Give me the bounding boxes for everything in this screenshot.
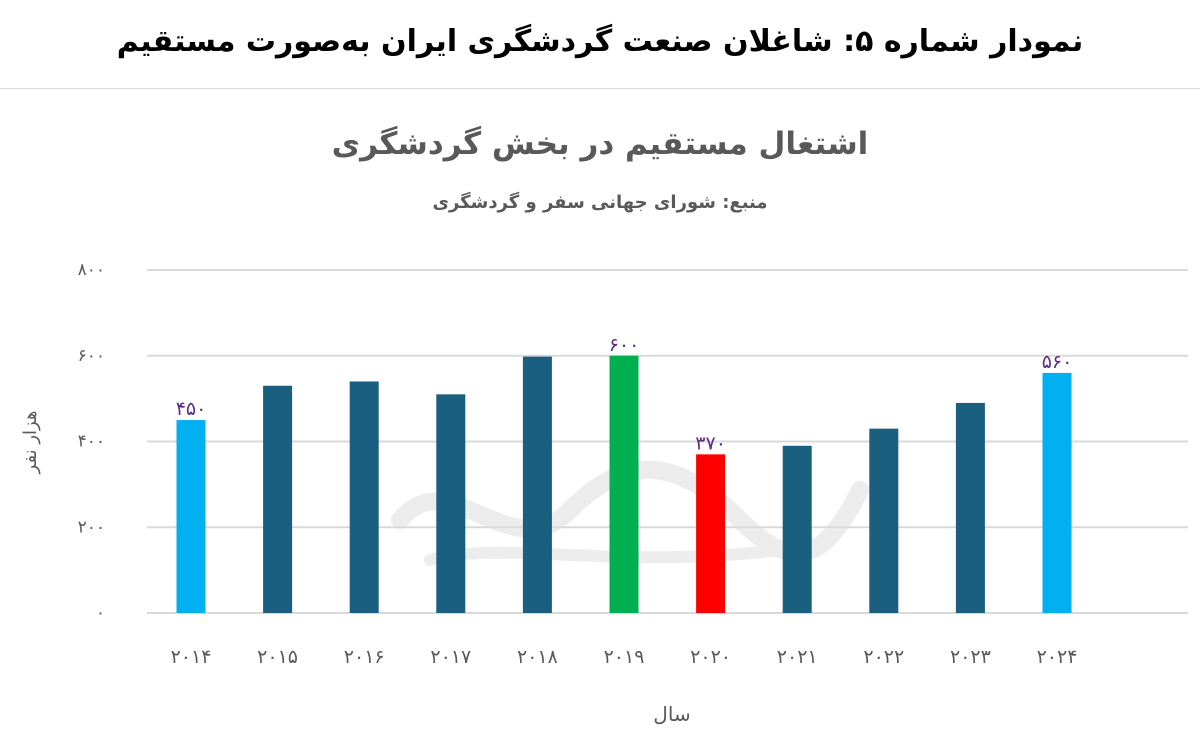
bar-10 [1042,372,1072,613]
y-tick-label: ۸۰۰ [78,260,105,280]
chart-title: اشتغال مستقیم در بخش گردشگری [331,126,869,162]
x-tick-label: ۲۰۱۶ [344,646,385,668]
x-tick-label: ۲۰۱۵ [257,646,298,668]
x-tick-label: ۲۰۲۴ [1037,646,1078,668]
x-tick-label: ۲۰۱۸ [517,646,558,668]
y-tick-label: ۴۰۰ [78,432,105,452]
x-tick-label: ۲۰۲۱ [777,646,818,668]
data-label: ۵۶۰ [1042,351,1073,373]
y-tick-label: ۰ [96,603,105,623]
y-axis-label: هزار نفر [20,411,41,475]
bar-2 [349,381,379,613]
bar-8 [869,428,899,613]
bar-4 [522,356,552,613]
bar-9 [955,402,985,613]
x-tick-label: ۲۰۱۹ [604,646,645,668]
x-tick-label: ۲۰۲۳ [950,646,991,668]
x-tick-label: ۲۰۱۴ [171,646,212,668]
x-tick-label: ۲۰۱۷ [430,646,471,668]
y-tick-label: ۲۰۰ [78,517,105,537]
data-label: ۶۰۰ [609,334,640,356]
y-tick-label: ۶۰۰ [78,346,105,366]
data-label: ۴۵۰ [176,398,207,420]
page-title: نمودار شماره ۵: شاغلان صنعت گردشگری ایرا… [116,23,1084,59]
x-axis-label: سال [653,702,690,726]
bar-3 [436,394,466,613]
bar-1 [263,385,293,613]
x-tick-label: ۲۰۲۲ [863,646,904,668]
bar-6 [696,454,726,613]
chart-subtitle: منبع: شورای جهانی سفر و گردشگری [432,192,768,213]
bar-0 [176,420,206,613]
data-label: ۳۷۰ [695,432,726,454]
bar-5 [609,355,639,613]
bar-7 [782,445,812,613]
header-banner: نمودار شماره ۵: شاغلان صنعت گردشگری ایرا… [0,0,1200,89]
x-tick-label: ۲۰۲۰ [690,646,731,668]
